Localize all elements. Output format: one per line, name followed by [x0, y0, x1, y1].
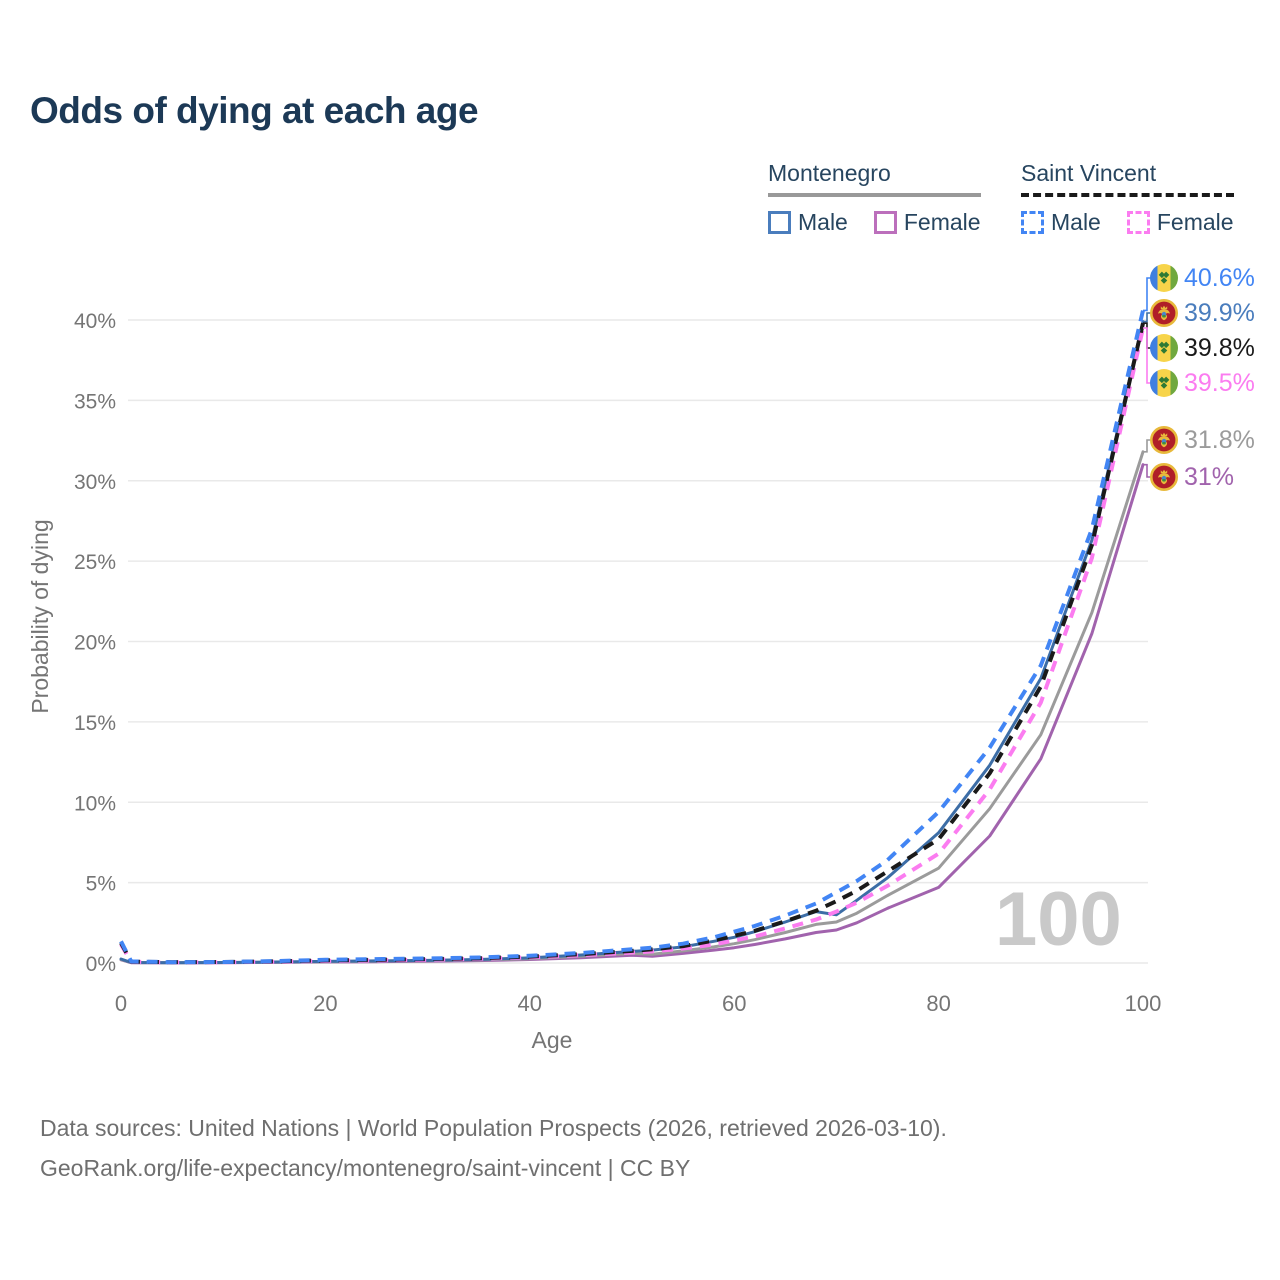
- saint-vincent-line-sample: [1021, 193, 1234, 197]
- y-tick-label: 10%: [74, 792, 116, 815]
- series-line-saint-vincent-male: [119, 309, 1145, 965]
- x-tick-label: 60: [722, 991, 746, 1016]
- end-label-connector: [1143, 439, 1151, 453]
- end-label-value: 39.8%: [1184, 333, 1255, 362]
- montenegro-male-checkbox[interactable]: [768, 211, 791, 234]
- y-tick-label: 35%: [74, 390, 116, 413]
- end-label-montenegro-both-sexes: 31.8%: [1150, 426, 1255, 454]
- end-label-saint-vincent-both-sexes: 39.8%: [1150, 334, 1255, 362]
- end-label-montenegro-male: 39.9%: [1150, 299, 1255, 327]
- legend-label: Female: [1156, 209, 1234, 235]
- x-tick-label: 40: [518, 991, 542, 1016]
- end-label-montenegro-female: 31%: [1150, 463, 1234, 491]
- y-tick-label: 25%: [74, 551, 116, 574]
- legend-item-montenegro-male[interactable]: Male: [768, 209, 848, 236]
- georank-url-text: GeoRank.org/life-expectancy/montenegro/s…: [40, 1155, 691, 1181]
- legend-label: Male: [798, 209, 848, 235]
- saint-vincent-flag-icon: [1150, 334, 1178, 362]
- y-axis-label: Probability of dying: [27, 519, 53, 713]
- legend-label: Male: [1051, 209, 1101, 235]
- montenegro-flag-icon: [1150, 299, 1178, 327]
- legend-item-saint-vincent-female[interactable]: Female: [1126, 209, 1234, 236]
- end-label-saint-vincent-male: 40.6%: [1150, 264, 1255, 292]
- saint-vincent-male-checkbox[interactable]: [1021, 211, 1044, 234]
- x-tick-label: 80: [926, 991, 950, 1016]
- legend-header-saint-vincent: Saint Vincent: [1021, 160, 1157, 186]
- y-tick-label: 40%: [74, 310, 116, 333]
- legend-item-saint-vincent-male[interactable]: Male: [1021, 209, 1101, 236]
- end-label-connector: [1143, 277, 1151, 312]
- hover-age-watermark: 100: [995, 877, 1122, 962]
- saint-vincent-female-checkbox[interactable]: [1126, 211, 1150, 234]
- series-line-saint-vincent-both-sexes: [119, 322, 1145, 965]
- y-tick-label: 5%: [86, 873, 116, 896]
- y-tick-label: 0%: [86, 953, 116, 976]
- x-axis-label: Age: [532, 1027, 573, 1053]
- end-label-connector: [1143, 327, 1151, 384]
- montenegro-female-checkbox[interactable]: [873, 211, 897, 234]
- legend-label: Female: [903, 209, 981, 235]
- saint-vincent-flag-icon: [1150, 369, 1178, 397]
- end-label-connector: [1143, 463, 1151, 478]
- legend-item-montenegro-female[interactable]: Female: [873, 209, 981, 236]
- footer: Data sources: United Nations | World Pop…: [40, 1108, 947, 1188]
- montenegro-flag-icon: [1150, 426, 1178, 454]
- data-sources-text: Data sources: United Nations | World Pop…: [40, 1115, 947, 1141]
- end-label-saint-vincent-female: 39.5%: [1150, 369, 1255, 397]
- end-label-value: 39.5%: [1184, 368, 1255, 397]
- montenegro-flag-icon: [1150, 463, 1178, 491]
- saint-vincent-flag-icon: [1150, 264, 1178, 292]
- legend-group-saint-vincent: Saint Vincent Male Female: [1021, 160, 1234, 236]
- x-tick-label: 20: [313, 991, 337, 1016]
- y-tick-label: 30%: [74, 471, 116, 494]
- legend-group-montenegro: Montenegro Male Female: [768, 160, 981, 236]
- x-tick-label: 100: [1125, 991, 1162, 1016]
- end-label-value: 31%: [1184, 462, 1235, 491]
- end-label-connector: [1143, 312, 1151, 323]
- x-tick-label: 0: [115, 991, 127, 1016]
- legend-header-montenegro: Montenegro: [768, 160, 891, 186]
- montenegro-line-sample: [768, 193, 981, 197]
- series-line-saint-vincent-female: [119, 327, 1145, 965]
- chart-title: Odds of dying at each age: [30, 90, 479, 131]
- series-line-montenegro-both-sexes: [119, 450, 1145, 965]
- end-label-value: 31.8%: [1184, 425, 1255, 454]
- y-tick-label: 15%: [74, 712, 116, 735]
- series-line-montenegro-female: [119, 463, 1145, 965]
- end-label-value: 40.6%: [1184, 263, 1255, 292]
- y-tick-label: 20%: [74, 632, 116, 655]
- end-label-value: 39.9%: [1184, 298, 1255, 327]
